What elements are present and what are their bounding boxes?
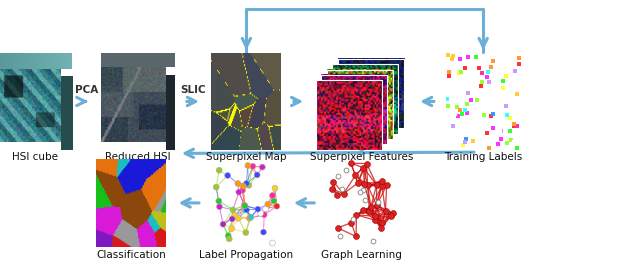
Point	[333, 174, 344, 179]
Point	[333, 226, 343, 230]
Point	[348, 217, 358, 221]
Point	[377, 184, 387, 188]
Point	[228, 208, 238, 212]
Point	[241, 208, 252, 212]
Point	[377, 179, 387, 183]
Point	[269, 199, 279, 203]
Point	[227, 217, 237, 221]
Point	[332, 193, 342, 197]
Point	[358, 208, 368, 213]
Point	[238, 184, 248, 188]
Point	[327, 187, 337, 191]
Point	[358, 166, 369, 170]
Text: HSI cube: HSI cube	[12, 152, 58, 162]
Point	[259, 213, 269, 217]
Point	[240, 204, 250, 208]
Bar	[316, 80, 382, 150]
Point	[351, 234, 361, 239]
Point	[271, 204, 282, 208]
Text: PCA: PCA	[75, 85, 98, 95]
Point	[368, 238, 378, 243]
Point	[257, 165, 268, 169]
Text: SLIC: SLIC	[180, 85, 205, 95]
Point	[241, 181, 252, 186]
Point	[362, 162, 372, 166]
Point	[259, 230, 269, 234]
Point	[380, 209, 390, 213]
Point	[248, 164, 258, 168]
Point	[268, 241, 278, 245]
Point	[340, 168, 351, 173]
Point	[359, 182, 369, 186]
Point	[353, 181, 363, 185]
Point	[227, 226, 237, 231]
Bar	[338, 59, 404, 128]
Point	[244, 183, 254, 187]
Point	[388, 211, 398, 215]
Point	[364, 209, 374, 213]
Point	[218, 222, 228, 226]
Point	[371, 218, 381, 222]
Point	[255, 211, 266, 215]
Point	[252, 173, 262, 177]
Point	[371, 183, 381, 187]
Point	[244, 216, 255, 221]
Point	[233, 216, 243, 221]
Bar	[332, 64, 398, 134]
Point	[346, 221, 356, 225]
Point	[365, 205, 376, 209]
Point	[243, 163, 253, 168]
Point	[234, 190, 244, 194]
Text: Training Labels: Training Labels	[444, 152, 522, 162]
Point	[214, 205, 225, 209]
Point	[214, 199, 224, 203]
Point	[360, 198, 371, 202]
Point	[351, 213, 362, 217]
Point	[355, 190, 365, 194]
Point	[371, 203, 381, 207]
Point	[381, 183, 392, 188]
Point	[239, 203, 250, 207]
Point	[362, 183, 372, 188]
Point	[377, 221, 387, 225]
Point	[223, 234, 234, 238]
Point	[339, 191, 349, 196]
Text: Classification: Classification	[97, 250, 166, 260]
Point	[214, 168, 224, 172]
Point	[237, 188, 248, 193]
Point	[328, 179, 339, 184]
Point	[211, 185, 221, 189]
Point	[230, 213, 240, 218]
Point	[246, 215, 256, 219]
Point	[385, 214, 396, 219]
Text: Reduced HSI: Reduced HSI	[105, 152, 170, 162]
Text: Graph Learning: Graph Learning	[321, 250, 402, 260]
Point	[241, 230, 251, 235]
Point	[357, 188, 367, 192]
Point	[346, 161, 356, 165]
Point	[335, 234, 345, 238]
Bar	[326, 70, 393, 139]
Point	[223, 173, 233, 178]
Point	[263, 202, 273, 206]
Point	[350, 173, 360, 177]
Point	[373, 200, 383, 204]
Point	[224, 237, 234, 241]
Point	[268, 193, 278, 198]
Text: Superpixel Features: Superpixel Features	[310, 152, 413, 162]
Text: Label Propagation: Label Propagation	[199, 250, 294, 260]
Point	[253, 207, 263, 211]
Bar	[321, 75, 387, 144]
Text: Superpixel Map: Superpixel Map	[206, 152, 287, 162]
Point	[270, 186, 280, 190]
Point	[370, 214, 380, 218]
Point	[233, 181, 243, 186]
Point	[376, 226, 386, 230]
Point	[337, 186, 348, 191]
Point	[260, 207, 271, 211]
